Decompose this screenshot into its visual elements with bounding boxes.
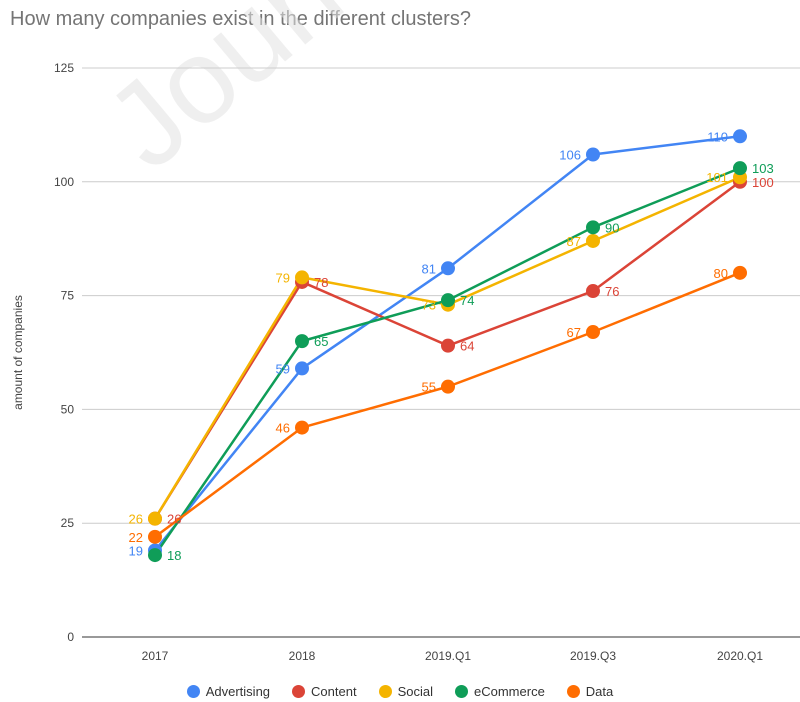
legend-label: Social	[397, 684, 433, 699]
data-label-ecommerce: 74	[460, 293, 474, 308]
legend-label: Content	[311, 684, 357, 699]
data-point-advertising	[441, 261, 455, 276]
data-point-data	[733, 265, 747, 280]
legend-item-social: Social	[378, 684, 433, 699]
data-point-social	[586, 233, 600, 248]
data-point-advertising	[733, 129, 747, 144]
data-point-data	[295, 420, 309, 435]
chart-title: How many companies exist in the differen…	[10, 8, 471, 30]
data-point-ecommerce	[295, 334, 309, 349]
legend-marker	[378, 685, 392, 698]
legend-marker	[186, 685, 200, 698]
data-point-content	[441, 338, 455, 353]
data-point-data	[441, 379, 455, 394]
data-label-data: 22	[129, 530, 143, 545]
data-point-advertising	[295, 361, 309, 376]
legend: Advertising Content Social eCommerce Data	[0, 684, 800, 699]
y-tick-label: 0	[67, 630, 74, 644]
data-label-content: 64	[460, 339, 474, 354]
y-tick-label: 50	[61, 402, 75, 416]
x-tick-label: 2020.Q1	[717, 649, 763, 663]
legend-label: Data	[585, 684, 614, 699]
data-label-social: 73	[422, 298, 436, 313]
data-label-content: 78	[314, 275, 328, 290]
data-point-ecommerce	[148, 548, 162, 563]
data-label-advertising: 81	[422, 261, 436, 276]
data-label-advertising: 19	[129, 544, 143, 559]
data-point-data	[148, 529, 162, 544]
data-label-advertising: 106	[559, 147, 581, 162]
data-label-social: 26	[129, 512, 143, 527]
data-label-data: 80	[714, 266, 728, 281]
x-tick-label: 2017	[142, 649, 169, 663]
legend-label: eCommerce	[474, 684, 545, 699]
data-label-advertising: 59	[276, 361, 290, 376]
data-label-ecommerce: 65	[314, 334, 328, 349]
legend-item-advertising: Advertising	[186, 684, 271, 699]
legend-marker	[292, 685, 306, 698]
y-tick-label: 100	[54, 175, 74, 189]
data-label-social: 101	[706, 170, 728, 185]
legend-item-data: Data	[566, 684, 614, 699]
x-tick-label: 2019.Q1	[425, 649, 471, 663]
x-tick-label: 2019.Q3	[570, 649, 616, 663]
legend-label: Advertising	[205, 684, 271, 699]
data-label-data: 46	[276, 421, 290, 436]
data-label-social: 79	[276, 270, 290, 285]
legend-marker	[566, 685, 580, 698]
data-point-advertising	[586, 147, 600, 162]
data-point-ecommerce	[441, 293, 455, 308]
legend-item-content: Content	[292, 684, 357, 699]
data-label-data: 67	[567, 325, 581, 340]
data-label-social: 87	[567, 234, 581, 249]
y-tick-label: 125	[54, 61, 74, 75]
y-axis-label: amount of companies	[11, 295, 25, 410]
data-label-content: 100	[752, 175, 774, 190]
data-label-ecommerce: 90	[605, 220, 619, 235]
x-tick-label: 2018	[289, 649, 316, 663]
data-label-ecommerce: 18	[167, 548, 181, 563]
data-label-data: 55	[422, 380, 436, 395]
data-point-content	[586, 284, 600, 299]
data-point-social	[148, 511, 162, 526]
y-tick-label: 75	[61, 289, 75, 303]
data-label-ecommerce: 103	[752, 161, 774, 176]
series-line-ecommerce	[153, 166, 741, 556]
y-tick-label: 25	[61, 516, 75, 530]
data-point-data	[586, 325, 600, 340]
data-point-social	[295, 270, 309, 285]
data-label-content: 76	[605, 284, 619, 299]
legend-item-ecommerce: eCommerce	[455, 684, 545, 699]
data-point-ecommerce	[733, 161, 747, 176]
series-line-data	[154, 271, 741, 538]
data-label-content: 26	[167, 512, 181, 527]
legend-marker	[455, 685, 468, 698]
data-label-advertising: 110	[707, 129, 728, 144]
data-point-ecommerce	[586, 220, 600, 235]
